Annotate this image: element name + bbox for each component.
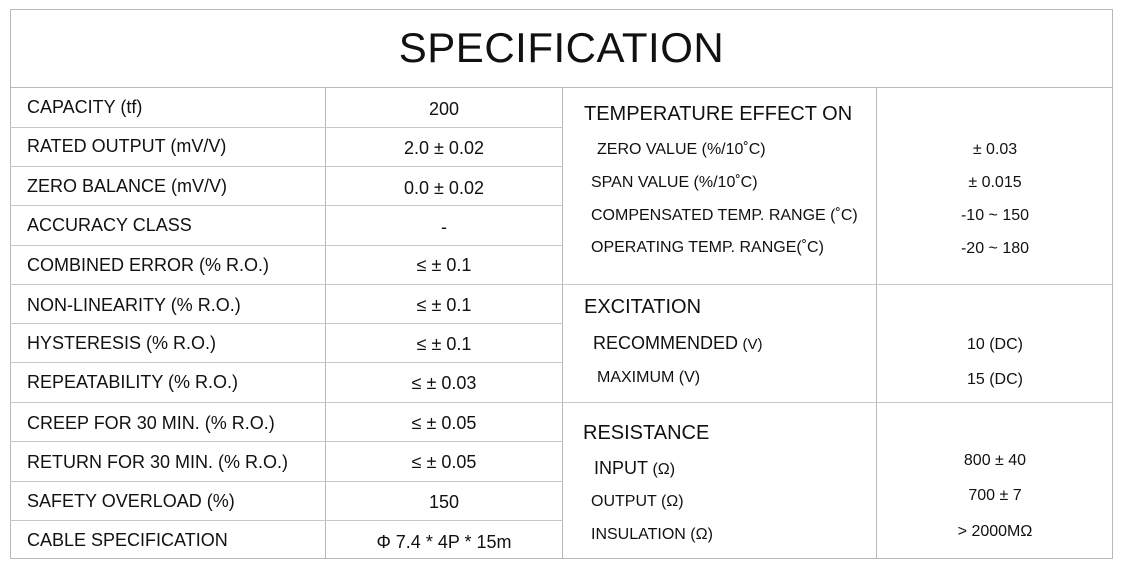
divider [10, 481, 562, 482]
page-title: SPECIFICATION [10, 9, 1113, 88]
spec-value-rated-output: 2.0 ± 0.02 [404, 138, 484, 158]
spec-value-creep: ≤ ± 0.05 [411, 413, 477, 433]
excitation-label-recommended: RECOMMENDED (V) [593, 333, 762, 354]
temp-value-compensated: -10 ~ 150 [960, 207, 1030, 224]
spec-value-return: ≤ ± 0.05 [411, 452, 477, 472]
resistance-label-output: OUTPUT (Ω) [591, 493, 684, 511]
spec-value-non-linearity: ≤ ± 0.1 [416, 295, 472, 315]
temp-label-zero-value: ZERO VALUE (%/10˚C) [597, 141, 766, 158]
spec-label-rated-output: RATED OUTPUT (mV/V) [27, 136, 227, 156]
resistance-label-output-unit: (Ω) [660, 493, 684, 510]
resistance-value-insulation: > 2000MΩ [957, 523, 1033, 540]
spec-value-hysteresis: ≤ ± 0.1 [416, 334, 472, 354]
resistance-label-input: INPUT (Ω) [594, 458, 675, 479]
spec-value-capacity: 200 [428, 99, 460, 119]
divider [10, 245, 562, 246]
excitation-value-maximum: 15 (DC) [966, 371, 1023, 388]
excitation-label-maximum-unit: (V) [678, 369, 701, 386]
divider [10, 520, 562, 521]
divider [562, 284, 1113, 285]
resistance-label-insulation: INSULATION (Ω) [591, 526, 713, 544]
divider [876, 88, 877, 559]
spec-value-cable: Φ 7.4 * 4P * 15m [376, 532, 512, 552]
spec-label-creep: CREEP FOR 30 MIN. (% R.O.) [27, 413, 275, 433]
temp-label-compensated: COMPENSATED TEMP. RANGE (˚C) [591, 207, 858, 224]
divider [10, 362, 562, 363]
excitation-label-maximum-text: MAXIMUM [597, 369, 675, 386]
resistance-label-insulation-unit: (Ω) [690, 526, 713, 543]
spec-label-capacity: CAPACITY (tf) [27, 97, 143, 117]
temp-label-operating: OPERATING TEMP. RANGE(˚C) [591, 239, 824, 256]
temp-label-span-value: SPAN VALUE (%/10˚C) [591, 174, 758, 191]
excitation-label-maximum: MAXIMUM (V) [597, 369, 700, 387]
divider [10, 205, 562, 206]
temp-value-operating: -20 ~ 180 [960, 240, 1030, 257]
temp-value-span-value: ± 0.015 [968, 174, 1022, 191]
excitation-label-recommended-text: RECOMMENDED [593, 333, 739, 353]
spec-label-repeatability: REPEATABILITY (% R.O.) [27, 372, 239, 392]
resistance-label-insulation-text: INSULATION [591, 526, 686, 543]
resistance-label-output-text: OUTPUT [591, 493, 657, 510]
excitation-value-recommended: 10 (DC) [966, 336, 1023, 353]
divider [10, 323, 562, 324]
spec-value-safety-overload: 150 [428, 492, 460, 512]
spec-label-combined-error: COMBINED ERROR (% R.O.) [27, 255, 270, 275]
spec-value-repeatability: ≤ ± 0.03 [411, 373, 477, 393]
spec-label-safety-overload: SAFETY OVERLOAD (%) [27, 491, 235, 511]
divider [562, 88, 563, 559]
temp-value-zero-value: ± 0.03 [972, 141, 1018, 158]
resistance-value-output: 700 ± 7 [968, 487, 1022, 504]
spec-label-zero-balance: ZERO BALANCE (mV/V) [27, 176, 228, 196]
spec-label-return: RETURN FOR 30 MIN. (% R.O.) [27, 452, 289, 472]
spec-value-zero-balance: 0.0 ± 0.02 [404, 178, 484, 198]
spec-label-accuracy-class: ACCURACY CLASS [27, 215, 192, 235]
divider [562, 402, 1113, 403]
divider [10, 284, 562, 285]
spec-value-accuracy-class: - [441, 217, 447, 237]
spec-label-non-linearity: NON-LINEARITY (% R.O.) [27, 295, 241, 315]
resistance-label-input-text: INPUT [594, 458, 648, 478]
divider [10, 441, 562, 442]
spec-value-combined-error: ≤ ± 0.1 [416, 255, 472, 275]
spec-label-hysteresis: HYSTERESIS (% R.O.) [27, 333, 217, 353]
spec-label-cable: CABLE SPECIFICATION [27, 530, 228, 550]
divider [10, 402, 562, 403]
section-heading-excitation: EXCITATION [584, 296, 702, 318]
divider [10, 127, 562, 128]
resistance-label-input-unit: (Ω) [652, 461, 676, 478]
divider [10, 166, 562, 167]
resistance-value-input: 800 ± 40 [963, 452, 1027, 469]
excitation-label-recommended-unit: (V) [742, 336, 763, 353]
section-heading-resistance: RESISTANCE [583, 422, 710, 444]
section-heading-temperature: TEMPERATURE EFFECT ON [584, 103, 853, 125]
